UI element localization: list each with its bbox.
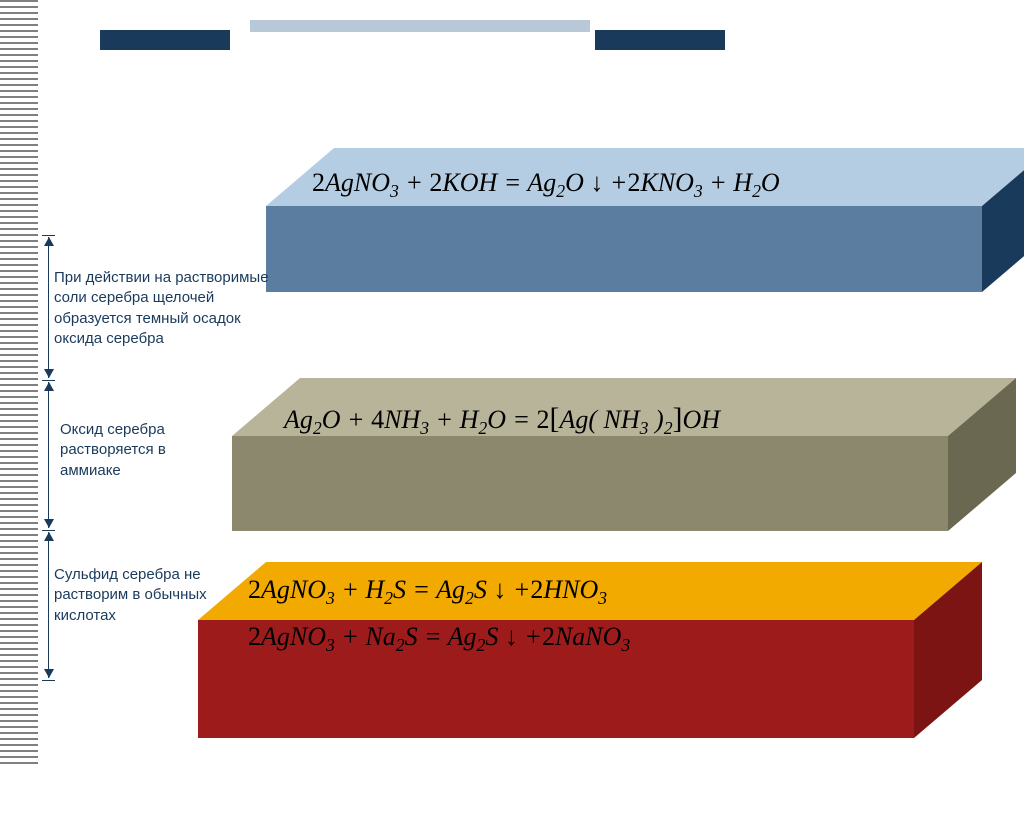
header-bar-left: [100, 30, 230, 50]
eq2-plus2: +: [429, 405, 460, 434]
eq1-coef-b: 2: [429, 168, 442, 197]
eq3-p1: Ag: [436, 575, 465, 604]
eq2-plus1: +: [341, 405, 372, 434]
eq4-p1: Ag: [448, 622, 477, 651]
spiral-binding: [0, 0, 38, 767]
eq2-r3: H: [460, 405, 479, 434]
eq2-r2: NH: [384, 405, 420, 434]
eq4-sub1: 3: [326, 635, 335, 655]
eq4-arrow: ↓: [498, 622, 524, 651]
label-1: При действии на растворимые соли серебра…: [54, 268, 274, 349]
eq3-r1: AgNO: [261, 575, 326, 604]
eq4-plus1: +: [335, 622, 366, 651]
eq1-p3b: O: [761, 168, 780, 197]
eq3-sub2: 2: [384, 588, 393, 608]
eq2-p2: OH: [683, 405, 721, 434]
eq1-r1: AgNO: [325, 168, 390, 197]
equation-3: 2AgNO3 + H2S = Ag2S ↓ +2HNO3: [248, 575, 607, 609]
eq1-p3: H: [733, 168, 752, 197]
eq3-r2: H: [365, 575, 384, 604]
eq4-r2b: S: [405, 622, 418, 651]
eq1-p1b: O: [565, 168, 584, 197]
slab1-front: [266, 206, 982, 292]
eq1-plus1: +: [399, 168, 430, 197]
eq4-r2: Na: [365, 622, 395, 651]
eq2-sub2: 3: [420, 418, 429, 438]
eq2-eq: =: [506, 405, 537, 434]
eq1-plus2: +: [610, 168, 628, 197]
eq3-plus2: +: [513, 575, 531, 604]
eq3-r2b: S: [393, 575, 406, 604]
equation-4: 2AgNO3 + Na2S = Ag2S ↓ +2NaNO3: [248, 622, 630, 656]
slab2-front: [232, 436, 948, 531]
eq3-coef-a: 2: [248, 575, 261, 604]
eq4-r1: AgNO: [261, 622, 326, 651]
label-2: Оксид серебра растворяется в аммиаке: [60, 420, 220, 481]
eq2-r1: Ag: [284, 405, 313, 434]
eq2-p1: Ag( NH: [560, 405, 640, 434]
eq3-plus1: +: [335, 575, 366, 604]
eq3-sub1: 3: [326, 588, 335, 608]
eq4-p2: NaNO: [555, 622, 621, 651]
eq1-p1: Ag: [527, 168, 556, 197]
eq2-subp1: 3: [640, 418, 649, 438]
eq3-coef-b: 2: [530, 575, 543, 604]
eq4-sub2: 2: [396, 635, 405, 655]
eq3-subp1: 2: [465, 588, 474, 608]
eq4-plus2: +: [524, 622, 542, 651]
eq1-eq: =: [497, 168, 527, 197]
eq1-coef-c: 2: [627, 168, 640, 197]
eq2-r1b: O: [322, 405, 341, 434]
eq1-sub1: 3: [390, 181, 399, 201]
eq3-subp2: 3: [598, 588, 607, 608]
eq1-coef-a: 2: [312, 168, 325, 197]
header-bar-middle: [250, 20, 590, 32]
eq2-br-r: ]: [673, 402, 683, 435]
eq4-eq: =: [418, 622, 448, 651]
eq4-subp2: 3: [621, 635, 630, 655]
eq1-r2: KOH: [442, 168, 497, 197]
eq1-plus3: +: [703, 168, 734, 197]
eq3-p2: HNO: [543, 575, 598, 604]
eq1-p2: KNO: [640, 168, 693, 197]
eq3-p1b: S: [474, 575, 487, 604]
eq2-coef-a: 4: [371, 405, 384, 434]
eq4-p1b: S: [485, 622, 498, 651]
eq2-p1b: ): [649, 405, 664, 434]
eq4-coef-b: 2: [542, 622, 555, 651]
eq4-coef-a: 2: [248, 622, 261, 651]
equation-1: 2AgNO3 + 2KOH = Ag2O ↓ +2KNO3 + H2O: [312, 168, 780, 202]
eq1-subp1: 2: [556, 181, 565, 201]
eq2-coef-b: 2: [537, 405, 550, 434]
equation-2: Ag2O + 4NH3 + H2O = 2[Ag( NH3 )2]OH: [284, 402, 720, 439]
eq1-arrow: ↓: [584, 168, 610, 197]
eq1-subp2: 3: [694, 181, 703, 201]
header-bar-right: [595, 30, 725, 50]
eq1-subp3: 2: [752, 181, 761, 201]
eq2-br-l: [: [550, 402, 560, 435]
eq2-sub1: 2: [313, 418, 322, 438]
eq2-r3b: O: [487, 405, 506, 434]
eq3-eq: =: [406, 575, 436, 604]
eq2-sub3: 2: [478, 418, 487, 438]
label-3: Сульфид серебра не растворим в обычных к…: [54, 565, 244, 626]
eq2-subp1b: 2: [664, 418, 673, 438]
eq3-arrow: ↓: [487, 575, 513, 604]
